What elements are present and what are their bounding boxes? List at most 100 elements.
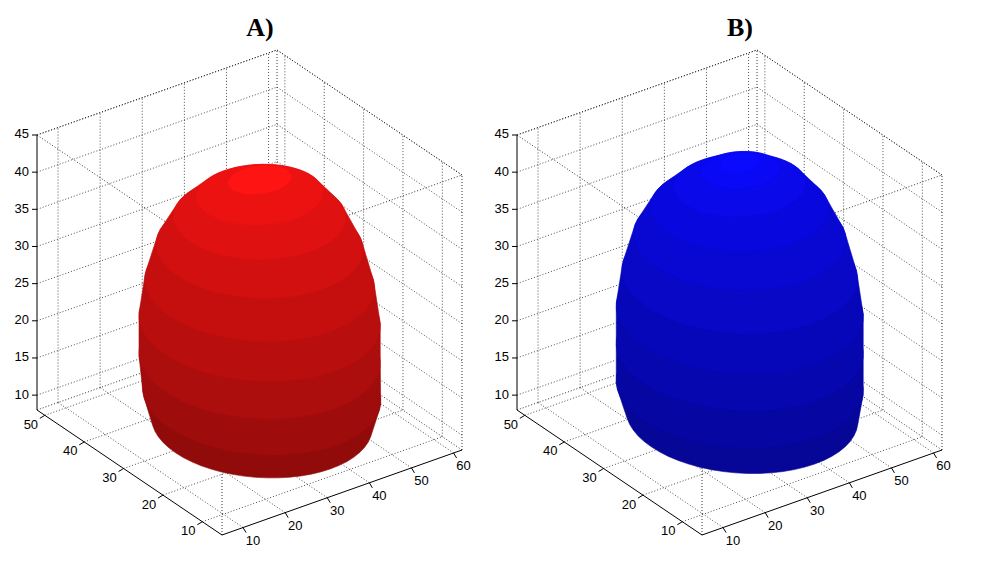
grid-line: [757, 50, 942, 175]
tick: [32, 209, 37, 210]
z-axis: [37, 135, 38, 410]
tick-label: 30: [330, 503, 344, 518]
tick-label: 40: [495, 164, 509, 179]
tick-label: 35: [15, 201, 29, 216]
tick: [119, 469, 124, 472]
tick-label: 20: [622, 497, 636, 512]
surface-top: [720, 154, 759, 172]
box-edge: [942, 175, 943, 450]
tick: [32, 395, 37, 396]
tick-label: 40: [852, 488, 866, 503]
tick-label: 20: [495, 312, 509, 327]
tick: [32, 283, 37, 284]
box: [517, 50, 942, 535]
tick-label: 40: [15, 164, 29, 179]
grid-line: [517, 50, 757, 135]
tick: [638, 495, 643, 498]
tick: [327, 498, 330, 503]
grid-line: [442, 162, 443, 437]
box-edge: [37, 50, 277, 135]
y-axis: [517, 410, 702, 535]
tick-label: 10: [15, 387, 29, 402]
grid-line: [37, 50, 277, 135]
tick: [512, 283, 517, 284]
tick-label: 60: [936, 458, 950, 473]
tick: [285, 513, 288, 518]
tick-label: 40: [63, 443, 77, 458]
tick-label: 50: [414, 473, 428, 488]
tick: [369, 483, 372, 488]
tick-label: 10: [495, 387, 509, 402]
tick: [807, 498, 810, 503]
tick-label: 60: [456, 458, 470, 473]
tick-label: 10: [181, 523, 195, 538]
grid: [517, 50, 942, 528]
panel-title: B): [727, 13, 753, 42]
tick: [765, 513, 768, 518]
tick: [512, 135, 517, 136]
tick: [40, 415, 45, 418]
tick-label: 30: [810, 503, 824, 518]
tick-label: 20: [15, 312, 29, 327]
tick-label: 30: [495, 238, 509, 253]
tick: [512, 246, 517, 247]
box-edge: [757, 50, 942, 175]
grid-line: [922, 162, 923, 437]
grid-line: [402, 135, 403, 410]
z-axis: [517, 135, 518, 410]
box-edge: [277, 50, 462, 175]
tick: [520, 415, 525, 418]
x-axis: [222, 450, 462, 535]
grid: [37, 50, 462, 528]
tick-label: 10: [726, 533, 740, 548]
surface-top: [228, 165, 291, 194]
x-axis: [702, 450, 942, 535]
tick: [512, 357, 517, 358]
grid-line: [37, 87, 277, 172]
tick-label: 20: [768, 518, 782, 533]
tick-label: 40: [543, 443, 557, 458]
tick-label: 20: [288, 518, 302, 533]
tick: [512, 320, 517, 321]
figure: 10203040506010203040501015202530354045A)…: [0, 0, 993, 565]
tick: [79, 442, 84, 445]
grid-line: [538, 128, 539, 403]
tick: [891, 468, 894, 473]
panel: 10203040506010203040501015202530354045B): [495, 13, 951, 548]
tick-label: 45: [15, 126, 29, 141]
tick: [512, 395, 517, 396]
tick: [32, 357, 37, 358]
tick-label: 45: [495, 126, 509, 141]
tick-label: 30: [582, 470, 596, 485]
tick-label: 25: [15, 275, 29, 290]
grid-line: [100, 113, 101, 388]
surface: [139, 164, 381, 478]
axes: 10203040506010203040501015202530354045: [15, 126, 471, 548]
grid-line: [882, 135, 883, 410]
surface-band: [700, 151, 780, 189]
panel: 10203040506010203040501015202530354045A): [15, 13, 471, 548]
surface: [616, 151, 863, 473]
tick-label: 50: [894, 473, 908, 488]
tick-label: 20: [142, 497, 156, 512]
tick: [32, 320, 37, 321]
tick-label: 30: [15, 238, 29, 253]
tick: [559, 442, 564, 445]
tick-label: 50: [24, 417, 38, 432]
tick-label: 25: [495, 275, 509, 290]
surface-band: [673, 151, 806, 217]
tick: [32, 172, 37, 173]
tick: [158, 495, 163, 498]
grid-line: [580, 113, 581, 388]
tick-label: 10: [246, 533, 260, 548]
tick: [677, 522, 682, 525]
axes: 10203040506010203040501015202530354045: [495, 126, 951, 548]
tick: [512, 172, 517, 173]
box: [37, 50, 462, 535]
tick: [934, 453, 937, 458]
box-edge: [462, 175, 463, 450]
tick-label: 40: [372, 488, 386, 503]
tick-label: 50: [504, 417, 518, 432]
box-edge: [517, 50, 757, 135]
tick: [32, 135, 37, 136]
